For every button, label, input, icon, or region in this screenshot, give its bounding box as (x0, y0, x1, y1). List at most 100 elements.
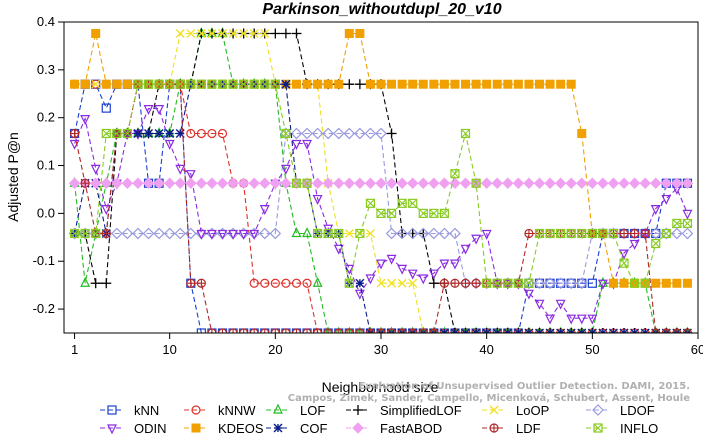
point-odin-2 (80, 115, 91, 125)
x-tick-label-20: 20 (268, 342, 282, 357)
legend-item-inflo: INFLO (586, 421, 658, 434)
point-inflo-22 (291, 178, 302, 188)
point-inflo-14 (207, 79, 217, 89)
point-inflo-28 (355, 228, 365, 239)
point-inflo-30 (376, 208, 386, 218)
point-inflo-6 (122, 128, 133, 139)
point-fastabod-37 (449, 177, 461, 189)
point-fastabod-59 (681, 177, 694, 189)
point-fastabod-57 (660, 177, 673, 189)
point-odin-15 (217, 229, 228, 240)
point-inflo-8 (143, 79, 154, 89)
point-loop-13 (196, 29, 206, 38)
point-lof-47 (557, 326, 564, 333)
y-tick-label-0.1: 0.1 (37, 158, 55, 173)
point-lof-28 (356, 326, 364, 333)
point-fastabod-49 (576, 177, 588, 189)
point-cof-51 (598, 328, 608, 333)
point-ldf-19 (260, 328, 270, 333)
point-knnw-19 (260, 278, 270, 288)
point-ldf-22 (291, 328, 302, 333)
series-knn (69, 79, 693, 333)
point-ldof-30 (375, 127, 387, 140)
point-ldf-44 (524, 228, 534, 239)
point-inflo-13 (196, 79, 206, 89)
point-inflo-7 (133, 79, 143, 89)
legend-item-odin: ODIN (100, 421, 167, 434)
point-kdeos-56 (651, 278, 661, 288)
point-inflo-51 (598, 228, 608, 239)
point-inflo-27 (344, 278, 354, 288)
point-ldof-47 (554, 277, 567, 290)
point-simplifiedlof-27 (344, 79, 355, 90)
point-odin-59 (682, 209, 693, 220)
point-odin-21 (280, 164, 291, 175)
point-ldof-37 (449, 227, 461, 240)
point-fastabod-58 (671, 177, 683, 189)
point-odin-22 (291, 139, 302, 150)
point-lof-40 (483, 326, 490, 333)
point-lof-31 (388, 326, 395, 333)
point-simplifiedlof-21 (280, 28, 291, 39)
series-line-loop (74, 32, 688, 333)
point-lof-39 (472, 326, 480, 333)
point-cof-37 (450, 328, 460, 333)
point-odin-13 (196, 229, 207, 240)
point-ldof-45 (533, 277, 546, 290)
point-fastabod-51 (597, 177, 609, 189)
point-kdeos-58 (672, 278, 682, 288)
point-ldof-22 (290, 127, 303, 140)
point-ldof-1 (68, 227, 81, 240)
point-fastabod-38 (459, 177, 472, 189)
point-ldf-24 (313, 328, 323, 333)
point-odin-53 (619, 249, 630, 260)
point-fastabod-30 (375, 177, 387, 189)
point-odin-40 (481, 229, 492, 240)
point-odin-10 (164, 139, 175, 150)
point-inflo-35 (429, 208, 439, 218)
legend-item-ldf: LDF (482, 421, 541, 434)
point-lof-25 (324, 326, 332, 333)
point-fastabod-15 (216, 177, 229, 189)
point-fastabod-16 (227, 177, 239, 189)
point-kdeos-44 (524, 79, 534, 89)
legend-item-simplifiedlof: SimplifiedLOF (346, 403, 462, 418)
point-lof-42 (504, 326, 511, 333)
point-ldof-46 (544, 277, 556, 290)
point-inflo-59 (682, 218, 693, 229)
point-lof-57 (663, 326, 670, 333)
point-cof-21 (281, 79, 291, 89)
point-lof-49 (578, 326, 585, 333)
point-inflo-44 (524, 278, 534, 288)
x-tick-label-1: 1 (71, 342, 78, 357)
point-fastabod-27 (343, 177, 356, 189)
point-odin-35 (428, 269, 439, 280)
x-tick-label-60: 60 (691, 342, 703, 357)
point-kdeos-37 (450, 79, 460, 89)
point-inflo-39 (471, 178, 481, 188)
point-cof-46 (545, 328, 555, 333)
point-odin-30 (376, 259, 386, 270)
point-knnw-23 (302, 278, 312, 288)
point-loop-33 (408, 278, 418, 288)
point-fastabod-31 (385, 177, 398, 189)
point-lof-51 (597, 276, 608, 287)
point-ldof-56 (649, 227, 662, 240)
point-lof-43 (515, 326, 522, 333)
point-ldof-48 (565, 277, 578, 290)
point-inflo-56 (651, 238, 661, 249)
y-tick-label--0.1: -0.1 (33, 253, 55, 268)
point-cof-38 (461, 328, 471, 333)
point-knnw-21 (281, 278, 291, 288)
point-ldof-20 (269, 227, 282, 240)
point-fastabod-5 (111, 177, 123, 189)
point-cof-7 (133, 128, 143, 138)
point-lof-56 (652, 326, 659, 333)
point-cof-50 (587, 328, 597, 333)
point-ldf-2 (80, 178, 90, 188)
axes: 1 10 20 30 40 50 60 -0.2 -0.1 0.0 0.1 0.2 0.3 0.4 (33, 14, 703, 357)
point-knnw-22 (291, 278, 302, 288)
point-ldf-30 (376, 328, 386, 333)
point-odin-19 (259, 205, 270, 215)
point-simplifiedlof-22 (291, 28, 302, 39)
